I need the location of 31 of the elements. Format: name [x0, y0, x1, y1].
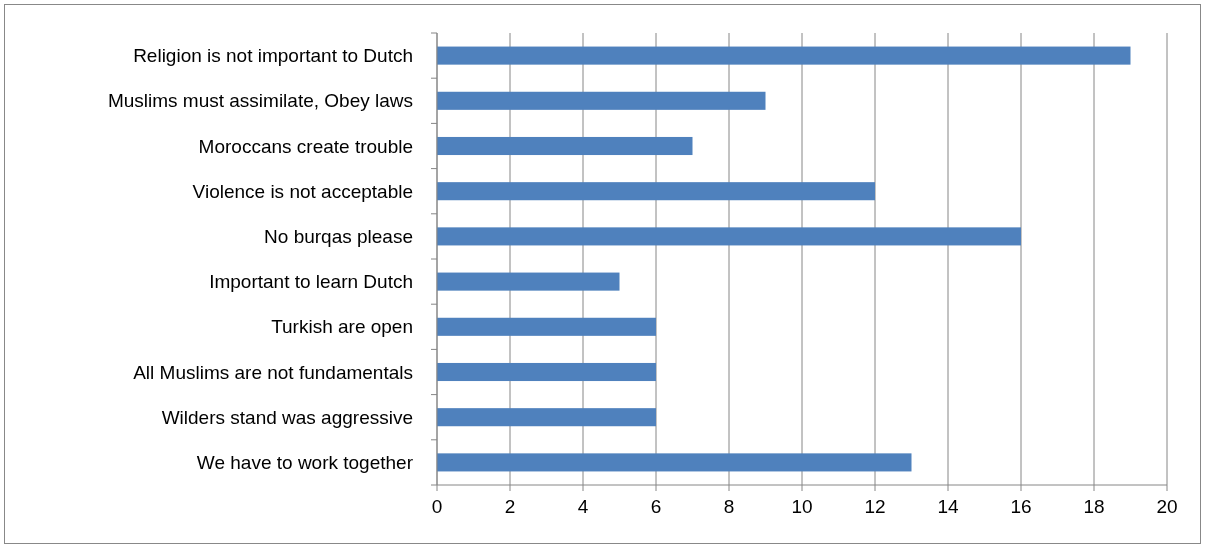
y-tick-label: All Muslims are not fundamentals: [133, 361, 413, 383]
bar: [437, 362, 656, 382]
bar: [437, 46, 1131, 65]
x-tick-label: 0: [431, 496, 443, 517]
x-tick-label: 10: [791, 496, 813, 517]
bar: [437, 408, 656, 427]
x-tick-label: 20: [1156, 496, 1178, 517]
bar: [437, 136, 693, 156]
x-tick-label: 12: [864, 496, 886, 517]
x-tick-label: 16: [1010, 496, 1032, 517]
y-tick-label: Moroccans create trouble: [198, 135, 413, 157]
bar: [437, 91, 766, 110]
bar: [437, 182, 875, 201]
bar: [437, 453, 912, 472]
y-tick-label: Important to learn Dutch: [209, 271, 413, 293]
bar: [437, 272, 620, 291]
y-tick-label: Muslims must assimilate, Obey laws: [107, 90, 413, 112]
y-tick-label: No burqas please: [264, 226, 413, 248]
x-tick-label: 8: [723, 496, 735, 517]
x-tick-label: 18: [1083, 496, 1105, 517]
x-tick-label: 2: [504, 496, 516, 517]
x-tick-label: 14: [937, 496, 959, 517]
x-tick-label: 6: [650, 496, 662, 517]
x-tick-label: 4: [577, 496, 589, 517]
y-tick-label: Turkish are open: [271, 316, 413, 338]
bar: [437, 227, 1021, 246]
y-tick-label: Religion is not important to Dutch: [133, 45, 413, 67]
y-tick-label: Wilders stand was aggressive: [161, 406, 413, 428]
y-tick-label: Violence is not acceptable: [192, 180, 413, 202]
y-tick-label: We have to work together: [196, 452, 414, 474]
bar: [437, 317, 656, 336]
